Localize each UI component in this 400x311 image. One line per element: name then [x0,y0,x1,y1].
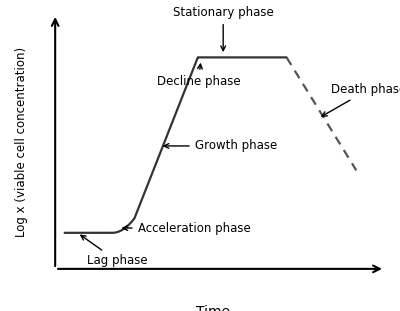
Text: Death phase: Death phase [322,83,400,116]
Text: Growth phase: Growth phase [164,139,277,152]
Text: Lag phase: Lag phase [81,235,148,267]
Text: Log x (viable cell concentration): Log x (viable cell concentration) [15,46,28,237]
Text: Decline phase: Decline phase [157,64,240,88]
Text: Time: Time [196,305,230,311]
Text: Stationary phase: Stationary phase [173,6,274,51]
Text: Acceleration phase: Acceleration phase [123,221,250,234]
